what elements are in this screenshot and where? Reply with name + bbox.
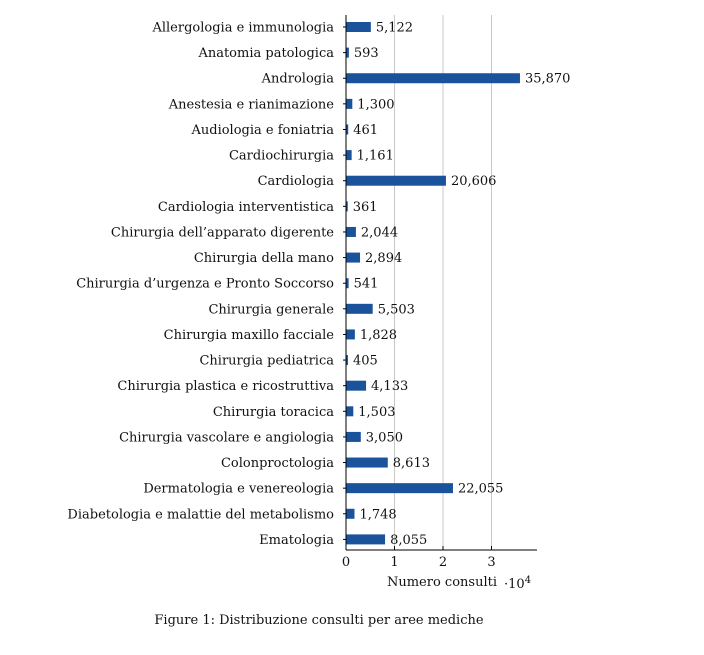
bar bbox=[346, 380, 367, 391]
category-label: Anatomia patologica bbox=[197, 46, 334, 61]
category-label: Audiologia e foniatria bbox=[190, 123, 334, 138]
value-label: 22,055 bbox=[458, 482, 504, 497]
value-label: 4,133 bbox=[371, 379, 408, 394]
bar bbox=[346, 73, 520, 84]
category-label: Colonproctologia bbox=[221, 456, 334, 471]
category-label: Chirurgia plastica e ricostruttiva bbox=[117, 379, 334, 394]
value-label: 3,050 bbox=[366, 430, 403, 445]
category-label: Ematologia bbox=[259, 533, 334, 548]
value-label: 1,503 bbox=[358, 405, 395, 420]
bar bbox=[346, 303, 373, 314]
value-label: 405 bbox=[353, 354, 378, 369]
value-label: 361 bbox=[353, 200, 378, 215]
category-label: Cardiochirurgia bbox=[229, 149, 334, 164]
bar bbox=[346, 457, 388, 468]
category-label: Chirurgia d’urgenza e Pronto Soccorso bbox=[76, 277, 334, 292]
category-label: Andrologia bbox=[261, 72, 335, 87]
bar bbox=[346, 406, 354, 417]
value-label: 8,055 bbox=[390, 533, 427, 548]
bar bbox=[346, 329, 355, 340]
x-tick-label: 0 bbox=[342, 555, 350, 570]
x-scale-factor: ·104 bbox=[504, 575, 531, 592]
category-label: Diabetologia e malattie del metabolismo bbox=[67, 507, 334, 522]
bar bbox=[346, 431, 361, 442]
x-scale-exponent: 4 bbox=[525, 575, 531, 586]
bar bbox=[346, 226, 356, 237]
category-label: Dermatologia e venereologia bbox=[143, 482, 334, 497]
value-label: 35,870 bbox=[525, 72, 571, 87]
value-label: 1,748 bbox=[359, 507, 396, 522]
category-label: Cardiologia bbox=[258, 174, 335, 189]
bar bbox=[346, 483, 453, 494]
value-labels: 5,122 593 35,870 1,300 461 1,161 20,606 361 2,04… bbox=[353, 21, 571, 548]
value-label: 593 bbox=[354, 46, 379, 61]
value-label: 541 bbox=[354, 277, 379, 292]
bar bbox=[346, 278, 349, 289]
x-ticks: 0 1 2 3 bbox=[342, 26, 496, 570]
x-tick-label: 3 bbox=[487, 555, 495, 570]
bar bbox=[346, 47, 349, 58]
category-label: Chirurgia della mano bbox=[194, 251, 334, 266]
bar bbox=[346, 98, 353, 109]
bar bbox=[346, 252, 361, 263]
grid-lines bbox=[394, 15, 492, 550]
bar bbox=[346, 355, 348, 366]
category-label: Allergologia e immunologia bbox=[151, 21, 334, 36]
value-label: 20,606 bbox=[451, 174, 497, 189]
bar bbox=[346, 22, 371, 32]
figure-caption: Figure 1: Distribuzione consulti per are… bbox=[154, 613, 483, 628]
bars bbox=[346, 22, 520, 545]
category-label: Chirurgia dell’apparato digerente bbox=[111, 225, 334, 240]
bar bbox=[346, 124, 349, 135]
category-label: Anestesia e rianimazione bbox=[168, 97, 335, 112]
value-label: 5,503 bbox=[378, 302, 415, 317]
bar bbox=[346, 201, 348, 212]
value-label: 2,894 bbox=[365, 251, 402, 266]
category-labels: Allergologia e immunologia Anatomia patol… bbox=[67, 21, 334, 548]
value-label: 461 bbox=[353, 123, 378, 138]
value-label: 2,044 bbox=[361, 225, 398, 240]
bar bbox=[346, 508, 355, 519]
value-label: 1,828 bbox=[360, 328, 397, 343]
category-label: Chirurgia pediatrica bbox=[199, 354, 334, 369]
category-label: Chirurgia toracica bbox=[213, 405, 334, 420]
bar bbox=[346, 534, 386, 545]
value-label: 8,613 bbox=[393, 456, 430, 471]
value-label: 5,122 bbox=[376, 21, 413, 36]
bar bbox=[346, 175, 446, 186]
value-label: 1,161 bbox=[357, 149, 394, 164]
category-label: Chirurgia maxillo facciale bbox=[164, 328, 335, 343]
category-label: Chirurgia generale bbox=[208, 302, 334, 317]
x-tick-label: 1 bbox=[390, 555, 398, 570]
category-label: Cardiologia interventistica bbox=[158, 200, 334, 215]
x-axis-label: Numero consulti bbox=[387, 575, 497, 590]
x-tick-label: 2 bbox=[439, 555, 447, 570]
category-label: Chirurgia vascolare e angiologia bbox=[119, 430, 334, 445]
bar bbox=[346, 150, 352, 161]
x-scale-base: ·10 bbox=[504, 577, 525, 592]
value-label: 1,300 bbox=[357, 97, 394, 112]
